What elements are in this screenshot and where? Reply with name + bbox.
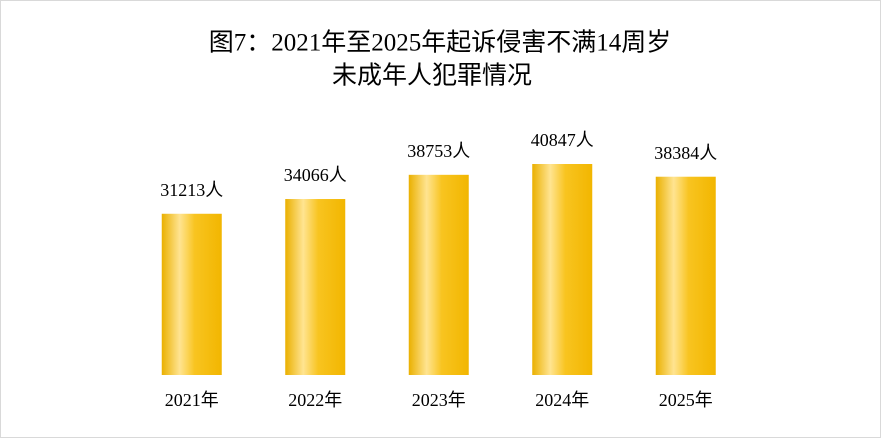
chart-title: 图7：2021年至2025年起诉侵害不满14周岁 (209, 29, 672, 57)
chart-title: 未成年人犯罪情况 (332, 62, 532, 90)
bar (408, 174, 469, 375)
value-label: 34066人 (284, 165, 347, 185)
x-tick-label: 2021年 (165, 390, 219, 410)
bar (655, 176, 716, 375)
x-tick-label: 2022年 (288, 390, 342, 410)
bar (532, 164, 593, 375)
value-label: 38753人 (407, 141, 470, 161)
value-label: 31213人 (160, 180, 223, 200)
x-tick-label: 2024年 (535, 390, 589, 410)
x-tick-label: 2023年 (412, 390, 466, 410)
bar (285, 199, 346, 375)
value-label: 40847人 (531, 130, 594, 150)
bar (161, 213, 222, 375)
value-label: 38384人 (654, 143, 717, 163)
x-tick-label: 2025年 (659, 390, 713, 410)
